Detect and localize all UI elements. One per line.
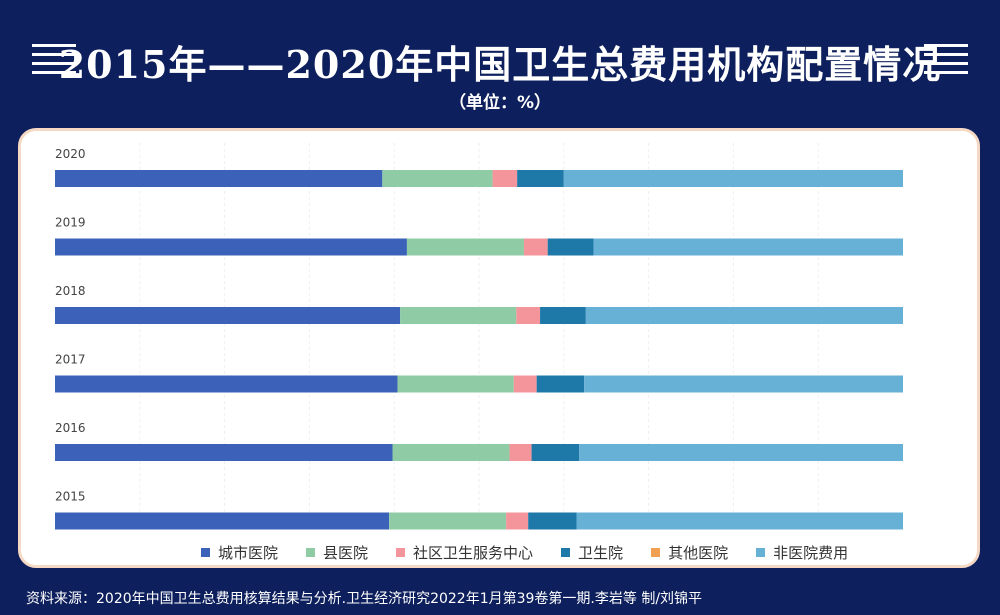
bar-2018-series-3 — [540, 307, 586, 324]
legend-item-0[interactable]: 城市医院 — [201, 542, 278, 563]
category-label-2020: 2020 — [55, 147, 86, 161]
legend-label: 县医院 — [323, 543, 369, 562]
stacked-bar-chart: 2020 2019 2018 2017 2016 2015 — [55, 143, 903, 530]
bar-2019-series-5 — [593, 238, 903, 256]
legend-label: 卫生院 — [578, 543, 624, 562]
bar-2016-series-3 — [531, 444, 580, 461]
legend-swatch — [561, 547, 571, 557]
bar-2018-series-5 — [585, 307, 903, 324]
bar-2020-series-5 — [563, 170, 903, 187]
legend-swatch — [651, 547, 661, 557]
bar-2016-series-1 — [392, 444, 510, 461]
bar-2017-series-5 — [584, 375, 903, 393]
legend-label: 非医院费用 — [773, 543, 849, 562]
bar-2016-series-0 — [55, 444, 393, 461]
source-note: 资料来源：2020年中国卫生总费用核算结果与分析.卫生经济研究2022年1月第3… — [26, 591, 703, 607]
bar-2016-series-2 — [509, 444, 532, 461]
bar-2017-series-0 — [55, 375, 398, 393]
category-label-2017: 2017 — [55, 353, 86, 367]
bar-2020-series-2 — [492, 170, 518, 187]
bar-2019-series-0 — [55, 238, 407, 256]
legend-item-3[interactable]: 卫生院 — [561, 542, 623, 563]
legend-swatch — [201, 547, 210, 557]
chart-title: 2015年——2020年中国卫生总费用机构配置情况 — [58, 42, 942, 87]
bar-2017-series-3 — [536, 375, 585, 393]
legend-swatch — [396, 547, 406, 557]
category-label-2018: 2018 — [55, 284, 86, 298]
bar-2016-series-5 — [579, 444, 903, 461]
title-decoration-left — [32, 44, 76, 80]
legend-item-1[interactable]: 县医院 — [306, 542, 368, 563]
bar-2015-series-1 — [389, 512, 507, 530]
bar-2019-series-3 — [547, 238, 594, 256]
legend-swatch — [306, 547, 316, 557]
bar-2015-series-5 — [576, 512, 903, 530]
legend-label: 社区卫生服务中心 — [413, 543, 534, 562]
bar-2020-series-3 — [517, 170, 564, 187]
chart-panel: 2020 2019 2018 2017 2016 2015 城市医院 县医院 社区卫生服务中心… — [18, 128, 980, 568]
category-label-2016: 2016 — [55, 421, 86, 435]
bar-2019-series-2 — [523, 238, 548, 256]
bar-2015-series-2 — [506, 512, 529, 530]
bar-2015-series-0 — [55, 512, 390, 530]
chart-legend: 城市医院 县医院 社区卫生服务中心 卫生院 其他医院 非医院费用 — [201, 541, 876, 563]
bar-2019-series-1 — [406, 238, 524, 256]
bar-2015-series-3 — [528, 512, 577, 530]
bar-2018-series-1 — [400, 307, 517, 324]
bar-2017-series-2 — [513, 375, 537, 393]
legend-label: 城市医院 — [218, 543, 279, 562]
bar-2018-series-2 — [516, 307, 541, 324]
category-label-2019: 2019 — [55, 216, 86, 230]
bar-2018-series-0 — [55, 307, 401, 324]
chart-unit: （单位：%） — [448, 93, 552, 113]
legend-item-2[interactable]: 社区卫生服务中心 — [396, 542, 533, 563]
title-decoration-right — [924, 44, 968, 80]
legend-label: 其他医院 — [668, 543, 729, 562]
legend-item-4[interactable]: 其他医院 — [651, 542, 728, 563]
legend-item-5[interactable]: 非医院费用 — [756, 542, 848, 563]
legend-swatch — [756, 547, 766, 557]
bar-2017-series-1 — [397, 375, 514, 393]
category-label-2015: 2015 — [55, 490, 86, 504]
bar-2020-series-1 — [382, 170, 493, 187]
bar-2020-series-0 — [55, 170, 383, 187]
